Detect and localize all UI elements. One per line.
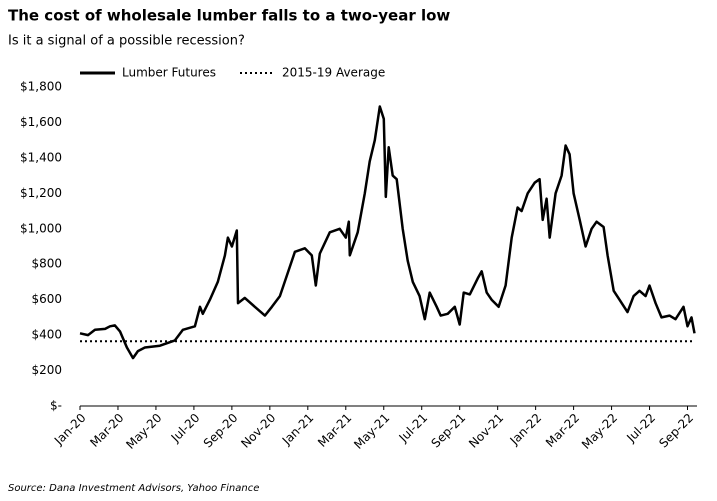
source-note: Source: Dana Investment Advisors, Yahoo … — [8, 483, 259, 494]
y-tick-label: $1,200 — [20, 186, 62, 200]
x-tick-label: Jan-22 — [507, 411, 545, 449]
x-tick-label: Nov-21 — [466, 411, 506, 451]
legend-label: Lumber Futures — [122, 66, 216, 80]
legend-label: 2015-19 Average — [282, 66, 385, 80]
data-line — [79, 105, 696, 360]
x-tick-label: Jan-21 — [279, 411, 317, 449]
y-tick-label: $- — [50, 399, 62, 413]
x-tick-label: Jan-20 — [51, 411, 89, 449]
chart-title: The cost of wholesale lumber falls to a … — [8, 7, 450, 25]
x-tick-label: Nov-20 — [238, 411, 278, 451]
y-tick-label: $400 — [31, 328, 62, 342]
y-tick-label: $800 — [31, 257, 62, 271]
y-tick-label: $600 — [31, 292, 62, 306]
x-tick-label: Mar-20 — [87, 411, 126, 450]
x-tick-label: Jul-20 — [168, 411, 203, 446]
y-tick-label: $200 — [31, 363, 62, 377]
x-tick-label: May-22 — [579, 411, 620, 452]
x-tick-label: Sep-22 — [656, 411, 696, 451]
x-tick-label: Mar-21 — [315, 411, 354, 450]
x-tick-label: May-21 — [351, 411, 392, 452]
y-tick-label: $1,600 — [20, 115, 62, 129]
x-tick-label: Jul-22 — [623, 411, 658, 446]
y-tick-label: $1,800 — [20, 80, 62, 94]
y-tick-label: $1,400 — [20, 150, 62, 164]
y-tick-label: $1,000 — [20, 221, 62, 235]
x-tick-label: Sep-20 — [201, 411, 241, 451]
x-tick-label: Sep-21 — [429, 411, 469, 451]
x-tick-label: May-20 — [123, 411, 164, 452]
chart-subtitle: Is it a signal of a possible recession? — [8, 34, 245, 49]
x-tick-label: Jul-21 — [396, 411, 431, 446]
x-tick-label: Mar-22 — [543, 411, 582, 450]
